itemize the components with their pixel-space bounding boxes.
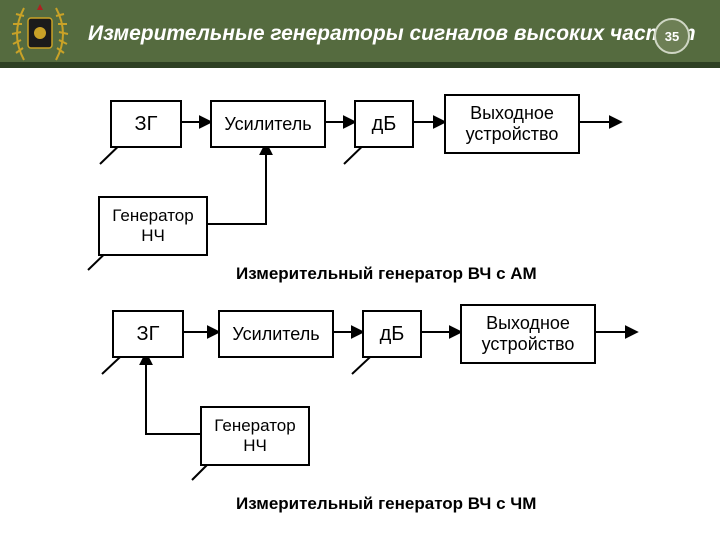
d1-node-zg: ЗГ	[110, 100, 182, 148]
d2-gen-label: Генератор НЧ	[214, 416, 295, 455]
d1-db-label: дБ	[372, 113, 397, 136]
d1-node-amp: Усилитель	[210, 100, 326, 148]
d2-node-out: Выходное устройство	[460, 304, 596, 364]
d2-caption: Измерительный генератор ВЧ с ЧМ	[236, 494, 536, 514]
d2-out-label: Выходное устройство	[482, 313, 575, 354]
d1-out-label: Выходное устройство	[466, 103, 559, 144]
d1-amp-label: Усилитель	[224, 114, 311, 135]
d1-node-gen: Генератор НЧ	[98, 196, 208, 256]
d2-node-amp: Усилитель	[218, 310, 334, 358]
d2-amp-label: Усилитель	[232, 324, 319, 345]
d1-caption: Измерительный генератор ВЧ с АМ	[236, 264, 537, 284]
d2-node-db: дБ	[362, 310, 422, 358]
d1-node-db: дБ	[354, 100, 414, 148]
d1-gen-label: Генератор НЧ	[112, 206, 193, 245]
d1-zg-label: ЗГ	[135, 113, 158, 136]
d2-node-gen: Генератор НЧ	[200, 406, 310, 466]
d2-zg-label: ЗГ	[137, 323, 160, 346]
d2-node-zg: ЗГ	[112, 310, 184, 358]
d1-node-out: Выходное устройство	[444, 94, 580, 154]
d2-db-label: дБ	[380, 323, 405, 346]
